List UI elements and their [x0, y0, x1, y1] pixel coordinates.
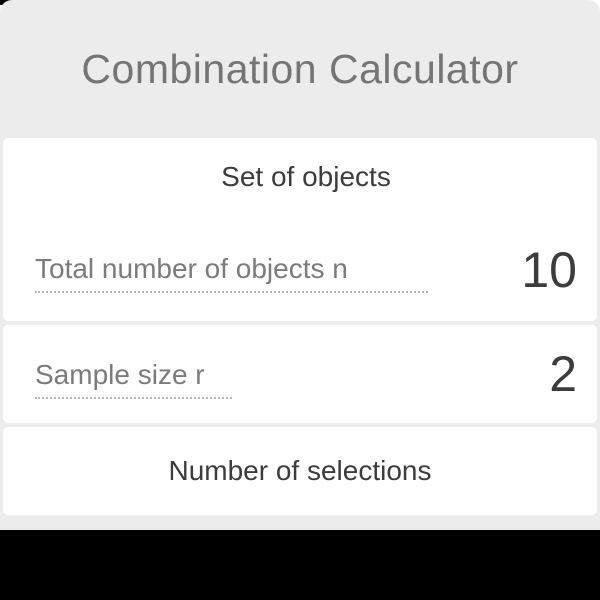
set-of-objects-card: Set of objects Total number of objects n: [3, 138, 597, 321]
calculator-header: Combination Calculator: [3, 0, 597, 138]
sample-size-card: Sample size r: [3, 325, 597, 423]
calculator-panel: Combination Calculator Set of objects To…: [0, 0, 600, 530]
calculator-title: Combination Calculator: [81, 45, 519, 92]
footer-bar: [0, 530, 600, 600]
field-row-total-objects: Total number of objects n: [35, 244, 577, 297]
sample-size-r-input[interactable]: [447, 347, 577, 401]
field-label-total-objects-n[interactable]: Total number of objects n: [35, 252, 428, 293]
field-label-sample-size-r[interactable]: Sample size r: [35, 358, 232, 399]
number-of-selections-card: Number of selections: [3, 427, 597, 515]
total-objects-n-input[interactable]: [447, 244, 577, 297]
section-heading-number-of-selections: Number of selections: [168, 455, 432, 486]
section-heading-set-of-objects: Set of objects: [221, 161, 391, 192]
